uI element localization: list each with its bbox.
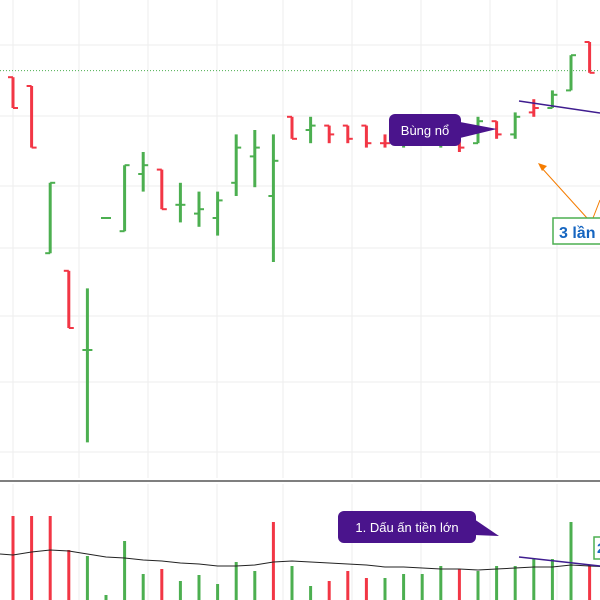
- volume-pane: [11, 516, 592, 600]
- volume-bar-16: [309, 586, 313, 600]
- price-bar-18: [342, 124, 353, 144]
- price-bar-27: [510, 112, 521, 139]
- price-bar-31: [584, 41, 595, 74]
- price-pane: [8, 41, 595, 443]
- volume-bar-24: [457, 569, 461, 600]
- price-bar-8: [156, 168, 167, 211]
- tests-annotation: 3 lần: [538, 163, 600, 245]
- price-bar-16: [305, 116, 316, 144]
- volume-trend-line: [518, 556, 600, 567]
- volume-bar-3: [67, 550, 71, 600]
- big-money-callout-box: [338, 511, 476, 543]
- volume-bar-22: [420, 574, 424, 600]
- volume-right-label-box: [593, 536, 600, 560]
- price-bar-20: [380, 134, 390, 148]
- price-bar-14: [268, 134, 279, 262]
- volume-bar-10: [197, 575, 201, 600]
- volume-bar-7: [141, 574, 145, 600]
- price-bar-1: [26, 85, 37, 149]
- volume-bar-19: [364, 578, 368, 600]
- tests-label: 3 lần: [559, 225, 595, 242]
- volume-bar-5: [104, 595, 108, 600]
- breakout-callout: Bùng nổ: [389, 114, 497, 146]
- volume-bar-0: [11, 516, 15, 600]
- volume-bar-2: [48, 516, 52, 600]
- price-bar-6: [119, 164, 130, 233]
- price-bar-10: [194, 191, 204, 227]
- volume-moving-average-line: [0, 549, 600, 571]
- price-bar-13: [249, 130, 260, 188]
- price-bar-2: [45, 181, 56, 255]
- volume-bar-8: [160, 569, 164, 600]
- price-bar-9: [175, 182, 186, 223]
- volume-right-callout: 2: [593, 536, 600, 560]
- price-bar-28: [528, 99, 539, 117]
- big-money-callout-label: 1. Dấu ấn tiền lớn: [355, 520, 458, 535]
- price-bar-7: [138, 152, 149, 192]
- volume-bar-25: [476, 571, 480, 600]
- price-bar-12: [231, 134, 242, 196]
- volume-right-label: 2: [597, 540, 600, 556]
- breakout-callout-label: Bùng nổ: [401, 123, 449, 138]
- resistance-trend-line: [518, 100, 600, 114]
- breakout-callout-box: [389, 114, 461, 146]
- volume-bar-30: [569, 522, 573, 600]
- tests-arrow-line-2: [592, 199, 600, 219]
- tests-label-box: [552, 217, 600, 245]
- price-bar-19: [361, 124, 372, 148]
- volume-bar-11: [216, 584, 220, 600]
- volume-bar-26: [495, 566, 499, 600]
- price-bar-0: [8, 76, 18, 109]
- breakout-callout-pointer: [460, 122, 497, 138]
- volume-bar-31: [588, 566, 592, 600]
- price-bar-30: [566, 54, 576, 92]
- tests-arrow-line: [539, 165, 588, 219]
- volume-bar-17: [327, 581, 331, 600]
- volume-bar-15: [290, 566, 294, 600]
- volume-bar-20: [383, 578, 387, 600]
- volume-bar-6: [123, 541, 127, 600]
- volume-bar-14: [271, 522, 275, 600]
- volume-bar-9: [178, 581, 182, 600]
- price-bar-15: [287, 115, 297, 140]
- volume-bar-18: [346, 571, 350, 600]
- volume-bar-12: [234, 562, 238, 600]
- price-bar-4: [82, 288, 93, 443]
- volume-bar-13: [253, 571, 257, 600]
- big-money-callout-pointer: [474, 519, 499, 536]
- price-bar-26: [491, 120, 502, 139]
- tests-arrow-head: [538, 163, 547, 171]
- volume-bar-4: [85, 556, 89, 600]
- price-bar-11: [212, 191, 223, 236]
- price-bar-17: [324, 124, 335, 144]
- volume-bar-29: [550, 559, 554, 600]
- volume-bar-21: [402, 574, 406, 600]
- big-money-callout: 1. Dấu ấn tiền lớn: [338, 511, 499, 543]
- volume-bar-23: [439, 566, 443, 600]
- volume-bar-28: [532, 559, 536, 600]
- volume-bar-27: [513, 566, 517, 600]
- price-bar-3: [63, 269, 74, 329]
- price-bar-29: [547, 90, 558, 109]
- volume-bar-1: [30, 516, 34, 600]
